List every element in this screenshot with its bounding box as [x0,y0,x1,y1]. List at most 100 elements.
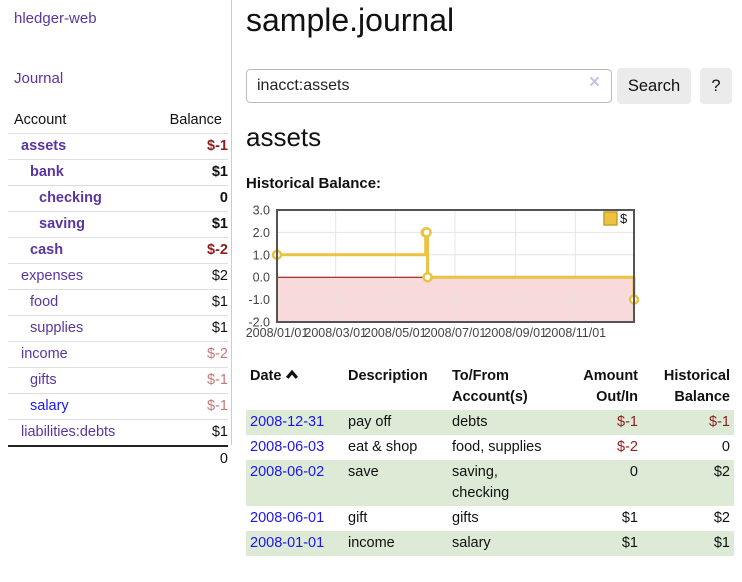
account-row: bank $1 [8,159,228,186]
sidebar-account-link[interactable]: checking [39,190,102,206]
account-row: supplies $1 [8,315,228,342]
register-row: 2008-06-01 gift gifts $1 $2 [246,506,734,531]
account-balance: $2 [211,268,228,284]
help-button[interactable]: ? [700,68,732,104]
account-row: expenses $2 [8,263,228,290]
register-description: save [348,464,379,480]
account-balance: $-2 [207,242,228,258]
register-header-row: Date Description To/From Account(s) Amou… [246,364,734,410]
account-row: gifts $-1 [8,367,228,394]
account-row: assets $-1 [8,133,228,160]
register-balance: 0 [721,439,730,455]
account-balance: $1 [211,424,228,440]
sidebar-account-link[interactable]: cash [30,242,64,258]
account-balance: $1 [211,216,228,232]
account-balance: $-1 [207,398,228,414]
svg-text:2008/05/01: 2008/05/01 [364,326,427,340]
account-row: saving $1 [8,211,228,238]
register-row: 2008-06-03 eat & shop food, supplies $-2 0 [246,435,734,460]
transaction-date-link[interactable]: 2008-06-02 [250,464,325,480]
transaction-date-link[interactable]: 2008-12-31 [250,414,325,430]
account-balance: $-1 [207,372,228,388]
register-description: gift [348,510,368,526]
register-accounts: saving, checking [452,464,510,501]
register-balance: $1 [713,535,730,551]
transaction-date-link[interactable]: 2008-06-03 [250,439,325,455]
register-header-date: Date [250,368,282,384]
transaction-date-link[interactable]: 2008-01-01 [250,535,325,551]
accounts-header-row: Account Balance [8,108,228,134]
register-header-description: Description [348,368,428,384]
account-row: food $1 [8,289,228,316]
sidebar-account-link[interactable]: gifts [30,372,57,388]
register-balance: $2 [713,464,730,480]
account-balance: $1 [211,320,228,336]
search-button[interactable]: Search [617,68,691,104]
account-balance: $-1 [207,138,228,154]
register-table: Date Description To/From Account(s) Amou… [246,364,734,556]
accounts-table-body: assets $-1 bank $1 checking 0 saving $1 cash $-2 e… [8,133,228,447]
account-row: liabilities:debts $1 [8,419,228,447]
accounts-header-balance: Balance [169,112,222,128]
register-header-balance: Historical Balance [663,368,730,405]
register-amount: $-1 [617,414,638,430]
svg-text:-2.0: -2.0 [248,316,270,330]
historical-balance-chart: 3.0 2.0 1.0 0.0 -1.0 -2.0 2008/01/01 2008/03/01… [238,202,658,348]
chevron-up-icon [286,369,299,379]
account-balance: $1 [211,294,228,310]
register-amount: $1 [621,510,638,526]
svg-text:2008/03/01: 2008/03/01 [304,326,367,340]
app-brand-link[interactable]: hledger-web [14,10,97,27]
sidebar-account-link[interactable]: bank [30,164,64,180]
register-row: 2008-01-01 income salary $1 $1 [246,531,734,556]
register-amount: 0 [629,464,638,480]
svg-text:2008/01/01: 2008/01/01 [246,326,309,340]
chart-title: Historical Balance: [246,175,382,192]
account-row: checking 0 [8,185,228,212]
sidebar-account-link[interactable]: assets [21,138,67,154]
account-balance: 0 [219,190,228,206]
svg-text:2008/07/01: 2008/07/01 [424,326,487,340]
clear-search-icon[interactable]: × [589,72,601,93]
sidebar-item-journal[interactable]: Journal [14,70,64,87]
search-input[interactable] [246,69,612,103]
svg-text:0.0: 0.0 [253,271,270,285]
account-balance: $1 [211,164,228,180]
account-row: income $-2 [8,341,228,368]
accounts-total-row: 0 [8,446,228,472]
svg-text:2.0: 2.0 [253,226,270,240]
register-description: pay off [348,414,392,430]
svg-text:2008/09/01: 2008/09/01 [484,326,547,340]
svg-text:3.0: 3.0 [253,204,270,218]
accounts-total-balance: 0 [219,451,228,467]
register-accounts: gifts [452,510,479,526]
account-title: assets [246,122,322,152]
register-accounts: debts [452,414,488,430]
sidebar-account-link[interactable]: liabilities:debts [21,424,116,440]
register-description: income [348,535,395,551]
register-row: 2008-12-31 pay off debts $-1 $-1 [246,410,734,435]
sidebar-account-link[interactable]: income [21,346,68,362]
svg-text:2008/11/01: 2008/11/01 [544,326,606,340]
sidebar-account-link[interactable]: saving [39,216,85,232]
sort-by-date[interactable]: Date [250,368,299,384]
sidebar-account-link[interactable]: food [30,294,59,310]
sidebar-account-link[interactable]: supplies [30,320,84,336]
register-header-accounts: To/From Account(s) [452,368,528,405]
account-balance: $-2 [207,346,228,362]
account-row: salary $-1 [8,393,228,420]
svg-text:1.0: 1.0 [253,248,270,262]
register-description: eat & shop [348,439,418,455]
accounts-table: Account Balance assets $-1 bank $1 checking 0… [8,108,228,472]
svg-text:-1.0: -1.0 [248,293,270,307]
register-amount: $1 [621,535,638,551]
register-balance: $-1 [709,414,730,430]
accounts-header-account: Account [14,112,67,128]
svg-text:$: $ [620,211,628,226]
account-row: cash $-2 [8,237,228,264]
sidebar-account-link[interactable]: salary [30,398,69,414]
sidebar-divider [231,0,232,445]
register-table-body: 2008-12-31 pay off debts $-1 $-1 2008-06-03 ea… [246,410,734,556]
transaction-date-link[interactable]: 2008-06-01 [250,510,325,526]
sidebar-account-link[interactable]: expenses [21,268,84,284]
